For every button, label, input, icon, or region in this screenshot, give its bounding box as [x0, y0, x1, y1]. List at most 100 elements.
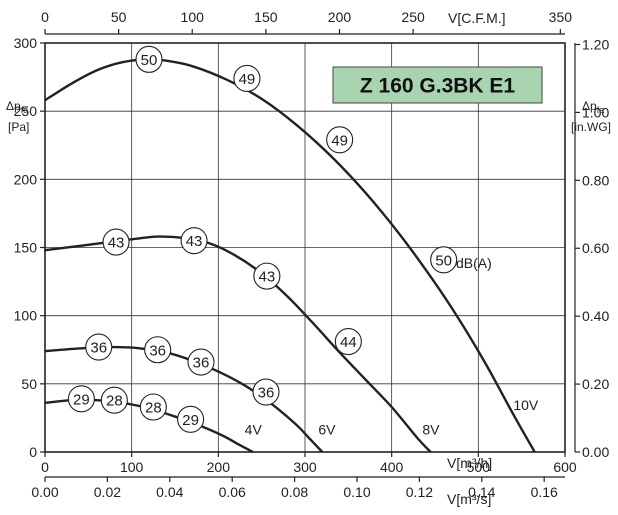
- left-tick-label: 150: [14, 240, 38, 256]
- voltage-label-6v: 6V: [318, 421, 336, 437]
- sound-marker: 28: [139, 393, 167, 421]
- bottom-axis-m3s: 0.00 0.02 0.04 0.06 0.08 0.10 0.12 0.14 0.16: [31, 476, 565, 500]
- sound-marker-circle: [233, 64, 261, 92]
- sound-marker-circle: [430, 246, 458, 274]
- sound-marker-circle: [100, 386, 128, 414]
- sound-marker-value: 50: [141, 52, 158, 69]
- sound-marker-circle: [252, 378, 280, 406]
- sound-marker-value: 28: [106, 393, 123, 410]
- sound-marker: 50: [430, 246, 458, 274]
- top-tick-label: 50: [111, 9, 127, 25]
- sound-marker-value: 36: [193, 355, 210, 372]
- sound-marker-circle: [139, 393, 167, 421]
- bottom2-tick-label: 0.06: [219, 484, 246, 500]
- bottom2-tick-label: 0.04: [156, 484, 183, 500]
- sound-marker-value: 49: [331, 132, 348, 149]
- top-tick-label: 200: [328, 9, 352, 25]
- left-axis-title: Δpfa: [6, 99, 28, 115]
- curve-10v: [44, 58, 536, 453]
- sound-marker: 43: [180, 227, 208, 255]
- right-axis-title: Δpfa: [582, 99, 604, 115]
- left-axis-unit: [Pa]: [8, 120, 29, 134]
- bottom2-tick-label: 0.08: [281, 484, 308, 500]
- sound-marker: 43: [102, 228, 130, 256]
- voltage-label-8v: 8V: [422, 421, 440, 437]
- bottom-tick-label: 400: [380, 459, 404, 475]
- left-tick-label: 100: [14, 308, 38, 324]
- top-axis-cfm: 0 50 100 150 200 250 350: [41, 9, 573, 35]
- sound-marker-value: 36: [90, 340, 107, 357]
- sound-marker-circle: [177, 405, 205, 433]
- sound-marker-value: 28: [145, 400, 162, 417]
- sound-marker-value: 36: [258, 385, 275, 402]
- left-axis-pa: 0 50 100 150 200 250 300: [14, 35, 45, 460]
- sound-marker-circle: [180, 227, 208, 255]
- right-tick-label: 1.20: [582, 36, 609, 52]
- bottom-axis-m3h: 0 100 200 300 400 500 600: [41, 452, 577, 475]
- sound-marker-value: 49: [239, 71, 256, 88]
- top-tick-label: 100: [181, 9, 205, 25]
- sound-marker-value: 43: [108, 235, 125, 252]
- right-tick-label: 0.20: [582, 376, 609, 392]
- left-tick-label: 200: [14, 171, 38, 187]
- sound-marker-circle: [102, 228, 130, 256]
- top-tick-label: 350: [549, 9, 573, 25]
- grid-lines: [45, 43, 565, 452]
- bottom-axis-title: V[m³/h]: [447, 455, 492, 471]
- right-tick-label: 0.60: [582, 240, 609, 256]
- sound-marker: 36: [252, 378, 280, 406]
- sound-marker-value: 43: [186, 233, 203, 250]
- sound-marker-circle: [67, 385, 95, 413]
- sound-marker-circle: [187, 348, 215, 376]
- bottom-axis2-title: V[m³/s]: [447, 491, 491, 507]
- top-tick-label: 0: [41, 9, 49, 25]
- sound-marker: 36: [144, 336, 172, 364]
- bottom2-tick-label: 0.12: [406, 484, 433, 500]
- sound-marker: 43: [253, 262, 281, 290]
- bottom2-tick-label: 0.00: [31, 484, 58, 500]
- voltage-label-10v: 10V: [513, 397, 539, 413]
- bottom2-tick-label: 0.10: [343, 484, 370, 500]
- sound-marker-value: 50: [435, 252, 452, 269]
- top-axis-title: V[C.F.M.]: [448, 10, 506, 26]
- sound-marker-circle: [144, 336, 172, 364]
- right-tick-label: 0.40: [582, 308, 609, 324]
- voltage-labels: 10V 8V 6V 4V: [245, 397, 539, 438]
- bottom-tick-label: 500: [467, 459, 491, 475]
- sound-unit-label: dB(A): [456, 255, 492, 271]
- left-tick-label: 250: [14, 103, 38, 119]
- right-axis-inwg: 0.00 0.20 0.40 0.60 0.80 1.00 1.20: [574, 36, 609, 460]
- bottom2-tick-label: 0.02: [94, 484, 121, 500]
- bottom2-tick-label: 0.14: [468, 484, 495, 500]
- right-tick-label: 0.80: [582, 172, 609, 188]
- sound-marker-value: 36: [149, 342, 166, 359]
- sound-level-markers: 50 49 49 50 43 43 43 44 36 36 36 36 29 28 28 29: [67, 45, 458, 433]
- sound-marker: 29: [67, 385, 95, 413]
- sound-marker: 50: [135, 45, 163, 73]
- sound-marker: 28: [100, 386, 128, 414]
- bottom-tick-label: 600: [553, 459, 577, 475]
- left-tick-label: 0: [29, 444, 37, 460]
- sound-marker-value: 29: [73, 391, 90, 408]
- model-badge-background: [332, 66, 543, 104]
- sound-marker: 36: [187, 348, 215, 376]
- sound-marker-circle: [85, 333, 113, 361]
- sound-marker: 49: [326, 126, 354, 154]
- bottom-tick-label: 200: [207, 459, 231, 475]
- left-tick-label: 300: [14, 35, 38, 51]
- bottom-tick-label: 100: [120, 459, 144, 475]
- right-tick-label: 1.00: [582, 104, 609, 120]
- sound-marker: 29: [177, 405, 205, 433]
- sound-marker-circle: [135, 45, 163, 73]
- sound-marker: 36: [85, 333, 113, 361]
- bottom2-tick-label: 0.16: [531, 484, 558, 500]
- bottom-tick-label: 0: [41, 459, 49, 475]
- model-title: Z 160 G.3BK E1: [360, 75, 516, 98]
- bottom-tick-label: 300: [293, 459, 317, 475]
- sound-marker-value: 29: [182, 412, 199, 429]
- voltage-label-4v: 4V: [245, 421, 263, 437]
- top-tick-label: 250: [401, 9, 425, 25]
- right-tick-label: 0.00: [582, 444, 609, 460]
- top-tick-label: 150: [254, 9, 278, 25]
